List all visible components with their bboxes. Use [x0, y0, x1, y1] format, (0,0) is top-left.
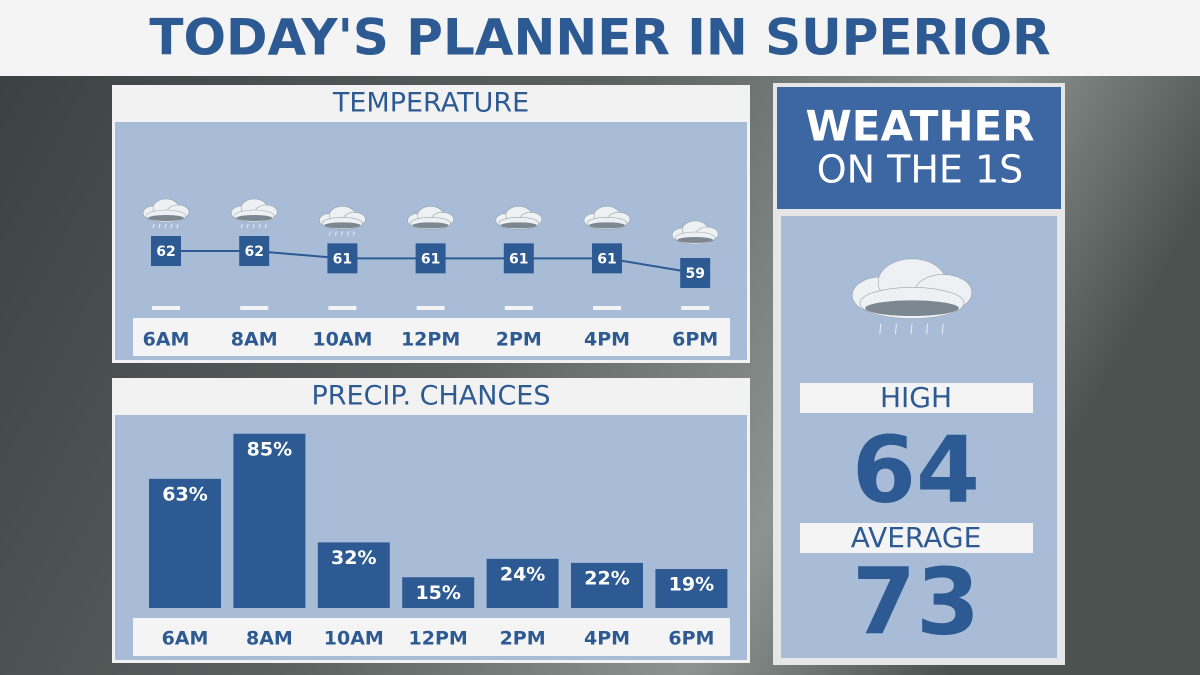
dash	[593, 306, 621, 310]
x-tick-label: 4PM	[584, 628, 630, 650]
bar	[402, 577, 475, 608]
x-tick-label: 8AM	[231, 329, 278, 351]
weather-icon	[152, 223, 155, 229]
weather-icon	[352, 231, 355, 236]
weather-icon	[865, 300, 959, 317]
temp-title: TEMPERATURE	[332, 88, 529, 119]
x-tick-label: 6AM	[143, 329, 190, 351]
header-band	[0, 0, 1200, 76]
weather-icon	[252, 223, 255, 229]
bar	[317, 542, 390, 608]
x-tick-label: 6PM	[668, 628, 714, 650]
bar-value-label: 15%	[415, 582, 460, 604]
weather-icon	[176, 223, 179, 229]
dash	[328, 306, 357, 310]
weather-icon	[158, 223, 161, 229]
weather-icon	[170, 223, 173, 229]
dash	[152, 306, 180, 310]
temp-value: 62	[156, 244, 175, 260]
weather-icon	[894, 323, 897, 335]
temp-value: 62	[244, 244, 263, 260]
bar-value-label: 24%	[500, 563, 545, 585]
weather-icon	[412, 222, 449, 229]
bar	[655, 569, 728, 608]
weather-icon	[246, 223, 249, 229]
weather-icon	[328, 231, 331, 236]
average-value: 73	[852, 548, 980, 655]
temp-label-strip	[133, 318, 730, 356]
x-tick-label: 4PM	[584, 329, 630, 351]
bar-value-label: 63%	[162, 483, 207, 505]
weather-icon	[324, 222, 361, 229]
temp-value: 61	[597, 251, 616, 267]
weather-icon	[677, 237, 714, 243]
temp-value: 61	[333, 251, 352, 267]
weather-icon	[589, 222, 625, 229]
x-tick-label: 6AM	[162, 628, 209, 650]
weather-icon	[258, 223, 261, 229]
dash	[681, 306, 710, 310]
weather-icon	[264, 223, 267, 229]
weather-icon	[148, 215, 184, 221]
x-tick-label: 10AM	[312, 329, 372, 351]
weather-icon	[879, 323, 882, 335]
header-title: TODAY'S PLANNER IN SUPERIOR	[149, 9, 1050, 67]
precip-title: PRECIP. CHANCES	[311, 381, 550, 412]
x-tick-label: 12PM	[409, 628, 468, 650]
x-tick-label: 8AM	[246, 628, 293, 650]
x-tick-label: 2PM	[496, 329, 542, 351]
temp-marker	[151, 236, 181, 266]
bar	[571, 562, 643, 608]
temp-marker	[680, 258, 711, 288]
average-label: AVERAGE	[851, 521, 982, 554]
temp-marker	[592, 243, 622, 274]
temp-value: 61	[509, 251, 528, 267]
bar	[486, 558, 559, 608]
weather-icon	[500, 222, 537, 229]
temp-marker	[503, 243, 534, 274]
bar-value-label: 19%	[669, 574, 714, 596]
temp-marker	[415, 243, 446, 274]
dash	[240, 306, 269, 310]
temp-value: 61	[421, 251, 440, 267]
high-strip	[800, 383, 1033, 413]
weather-icon	[346, 231, 349, 236]
x-tick-label: 2PM	[500, 628, 546, 650]
logo-box	[777, 87, 1061, 209]
x-tick-label: 10AM	[324, 628, 384, 650]
weather-icon	[236, 215, 273, 221]
precip-label-strip	[133, 618, 730, 656]
temp-value: 59	[685, 266, 704, 282]
weather-icon	[164, 223, 167, 229]
x-tick-label: 12PM	[401, 329, 460, 351]
bar-value-label: 22%	[584, 567, 629, 589]
temp-marker	[239, 236, 270, 266]
temp-marker	[327, 243, 358, 274]
weather-icon	[910, 323, 913, 335]
logo-bottom: ON THE 1S	[817, 148, 1024, 192]
weather-icon	[240, 223, 243, 229]
x-tick-label: 6PM	[672, 329, 718, 351]
bar-value-label: 85%	[247, 438, 292, 460]
bar	[233, 433, 306, 608]
high-label: HIGH	[880, 381, 952, 414]
average-strip	[800, 523, 1033, 553]
logo-top: WEATHER	[805, 102, 1034, 151]
high-value: 64	[852, 416, 980, 523]
weather-icon	[941, 323, 944, 335]
dash	[504, 306, 533, 310]
bar-value-label: 32%	[331, 547, 376, 569]
dash	[416, 306, 445, 310]
weather-icon	[926, 323, 929, 335]
bar	[149, 478, 221, 608]
weather-icon	[334, 231, 337, 236]
weather-icon	[340, 231, 343, 236]
